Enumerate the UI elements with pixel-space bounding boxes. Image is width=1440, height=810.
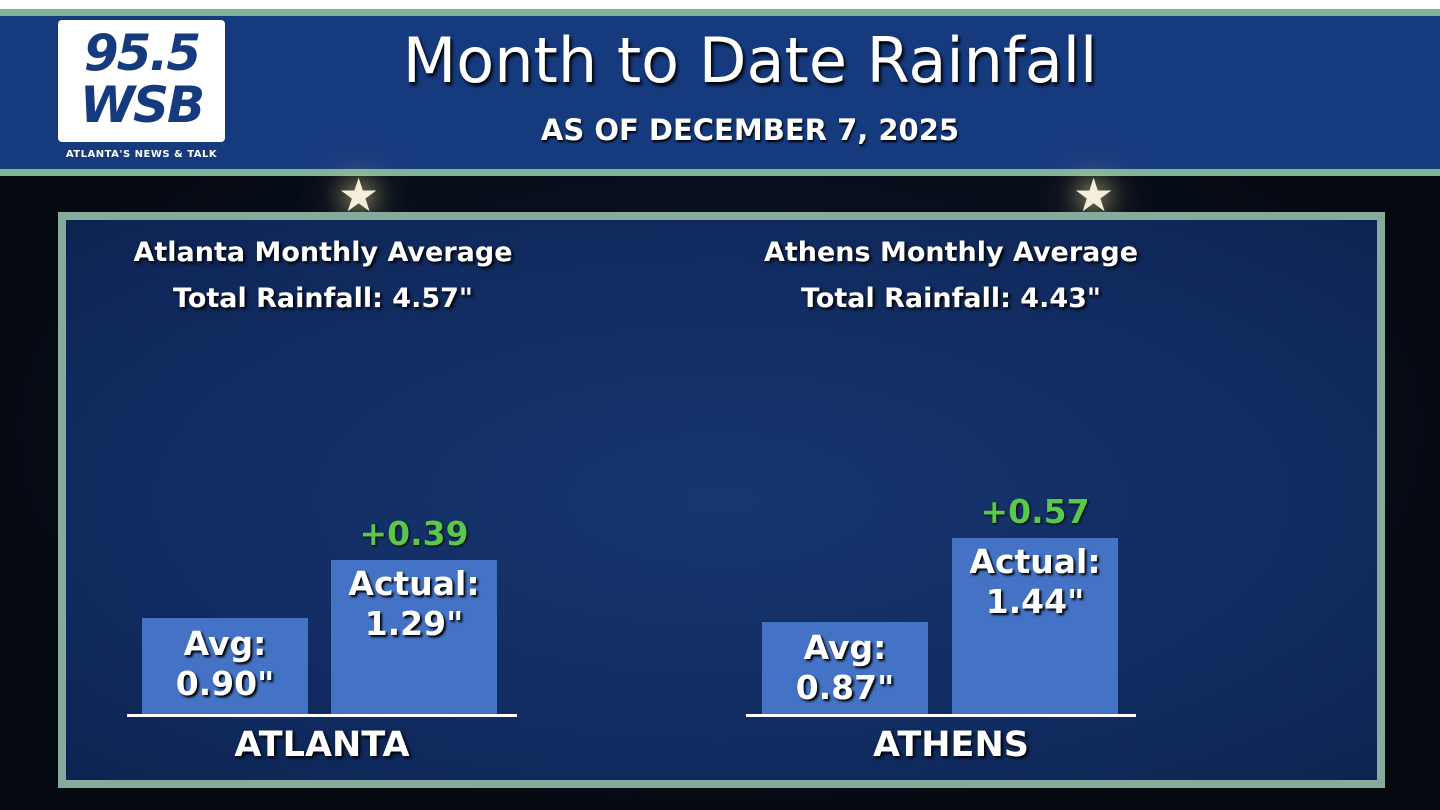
athens-category-label: ATHENS bbox=[873, 725, 1029, 765]
bar-label: Avg: bbox=[803, 628, 887, 668]
athens-difference: +0.57 bbox=[980, 491, 1090, 531]
heading-total: Total Rainfall: 4.43" bbox=[800, 283, 1101, 314]
chart-panel: Atlanta Monthly Average Total Rainfall: … bbox=[58, 212, 1385, 788]
bar-label: Avg: bbox=[183, 623, 267, 663]
bar-value: 0.90" bbox=[175, 663, 275, 703]
atlanta-baseline bbox=[127, 714, 517, 717]
page-title: Month to Date Rainfall bbox=[402, 24, 1098, 97]
heading-total: Total Rainfall: 4.57" bbox=[172, 283, 473, 314]
athens-baseline bbox=[746, 714, 1136, 717]
bar-value: 0.87" bbox=[795, 668, 895, 708]
bar-label: Actual: bbox=[969, 541, 1101, 581]
logo-frequency: 95.5 bbox=[83, 24, 201, 82]
header-banner: 95.5 WSB ATLANTA'S NEWS & TALK Month to … bbox=[0, 9, 1440, 176]
top-strip bbox=[0, 0, 1440, 9]
heading-line: Athens Monthly Average bbox=[763, 237, 1139, 268]
atlanta-category-label: ATLANTA bbox=[234, 725, 410, 765]
logo-tagline: ATLANTA'S NEWS & TALK bbox=[65, 149, 218, 160]
logo-call-sign: WSB bbox=[79, 76, 205, 134]
heading-line: Atlanta Monthly Average bbox=[133, 237, 513, 268]
bar-atlanta-avg: Avg: 0.90" bbox=[142, 617, 308, 714]
bar-value: 1.44" bbox=[985, 581, 1085, 621]
bar-atlanta-actual: Actual: 1.29" bbox=[331, 560, 497, 714]
bar-athens-actual: Actual: 1.44" bbox=[952, 537, 1118, 714]
athens-heading: Athens Monthly Average Total Rainfall: 4… bbox=[691, 230, 1211, 322]
bar-value: 1.29" bbox=[364, 604, 464, 644]
bar-label: Actual: bbox=[348, 564, 480, 604]
wsb-logo: 95.5 WSB bbox=[58, 20, 225, 142]
atlanta-difference: +0.39 bbox=[359, 514, 469, 554]
atlanta-heading: Atlanta Monthly Average Total Rainfall: … bbox=[63, 230, 583, 322]
page-subtitle: AS OF DECEMBER 7, 2025 bbox=[540, 113, 960, 147]
bar-athens-avg: Avg: 0.87" bbox=[762, 622, 928, 714]
